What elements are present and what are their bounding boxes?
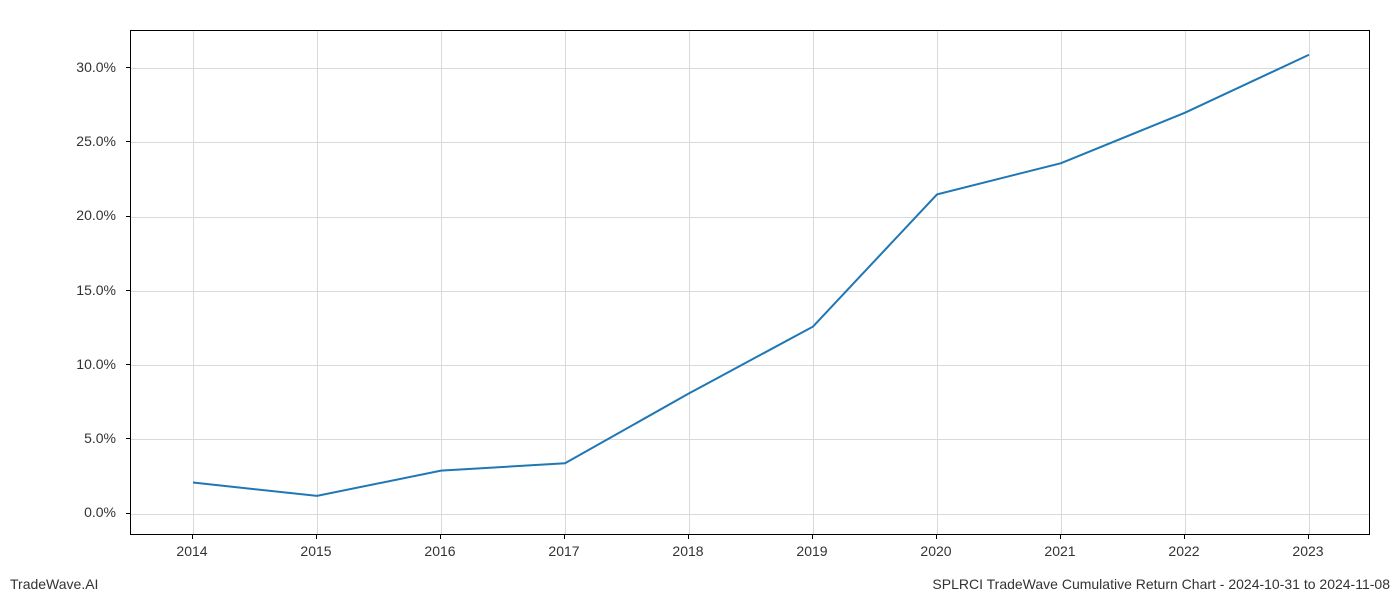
y-axis-label: 20.0%: [76, 207, 116, 223]
x-tick: [936, 535, 937, 539]
y-axis-label: 5.0%: [84, 430, 116, 446]
x-tick: [440, 535, 441, 539]
y-tick: [126, 141, 130, 142]
x-axis-label: 2022: [1168, 543, 1199, 559]
line-chart: [131, 31, 1369, 534]
y-axis-label: 25.0%: [76, 133, 116, 149]
y-tick: [126, 216, 130, 217]
x-axis-label: 2018: [672, 543, 703, 559]
footer-left: TradeWave.AI: [10, 576, 98, 592]
x-axis-label: 2019: [796, 543, 827, 559]
x-tick: [1184, 535, 1185, 539]
x-tick: [192, 535, 193, 539]
y-tick: [126, 438, 130, 439]
y-axis-label: 10.0%: [76, 356, 116, 372]
y-axis-label: 0.0%: [84, 504, 116, 520]
x-tick: [688, 535, 689, 539]
y-axis-label: 30.0%: [76, 59, 116, 75]
y-tick: [126, 290, 130, 291]
y-tick: [126, 364, 130, 365]
x-axis-label: 2017: [548, 543, 579, 559]
plot-area: [130, 30, 1370, 535]
footer-right: SPLRCI TradeWave Cumulative Return Chart…: [932, 576, 1390, 592]
x-tick: [564, 535, 565, 539]
x-axis-label: 2021: [1044, 543, 1075, 559]
y-axis-label: 15.0%: [76, 282, 116, 298]
x-tick: [1060, 535, 1061, 539]
x-tick: [1308, 535, 1309, 539]
chart-container: 2014201520162017201820192020202120222023…: [130, 30, 1370, 535]
series-line: [193, 55, 1309, 496]
y-tick: [126, 67, 130, 68]
x-axis-label: 2023: [1292, 543, 1323, 559]
x-axis-label: 2016: [424, 543, 455, 559]
x-axis-label: 2014: [176, 543, 207, 559]
x-axis-label: 2020: [920, 543, 951, 559]
y-tick: [126, 513, 130, 514]
x-tick: [812, 535, 813, 539]
x-tick: [316, 535, 317, 539]
x-axis-label: 2015: [300, 543, 331, 559]
